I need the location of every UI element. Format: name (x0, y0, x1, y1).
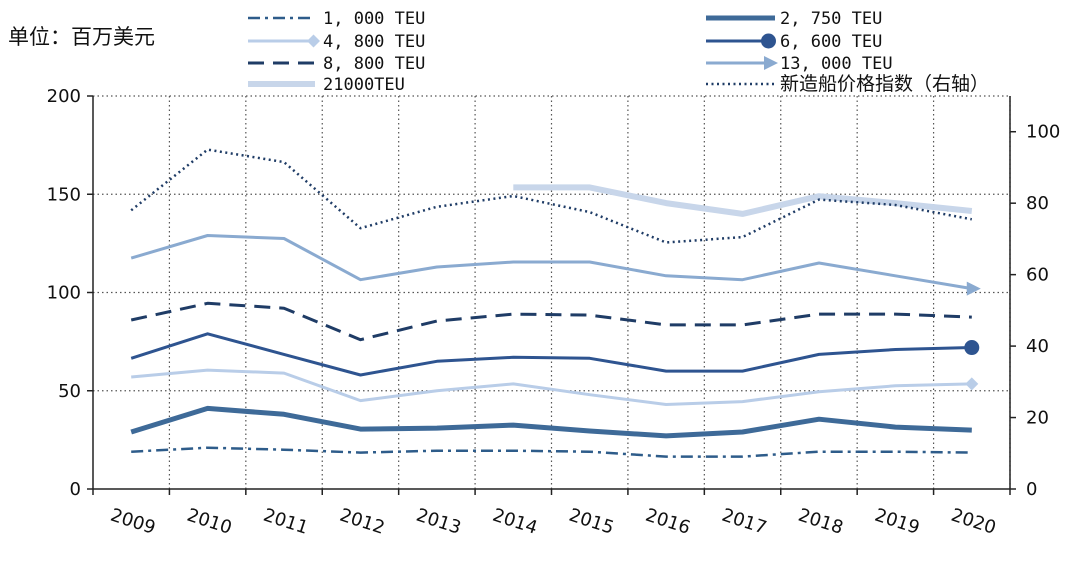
x-tick-label: 2011 (261, 505, 311, 539)
series-marker (964, 340, 980, 356)
legend-label: 21000TEU (323, 75, 405, 95)
series-line (513, 184, 973, 217)
x-tick-label: 2017 (719, 505, 769, 539)
legend-label: 新造船价格指数（右轴） (780, 73, 989, 95)
legend-entry-5: 13, 000 TEU (706, 54, 893, 74)
axes: 0 50 100 150 200 0 20 40 60 80 100 2009 2010 2011 2012… (47, 86, 1061, 539)
y-right-tick-label: 60 (1026, 265, 1049, 286)
series-marker (764, 56, 778, 70)
legend-label: 13, 000 TEU (780, 54, 893, 74)
legend-entry-6: 21000TEU (248, 75, 405, 95)
legend-entry-4: 8, 800 TEU (248, 54, 425, 74)
x-tick-label: 2018 (796, 505, 846, 539)
series-0 (131, 446, 972, 458)
y-right-tick-label: 0 (1026, 479, 1037, 500)
legend-label: 2, 750 TEU (780, 9, 882, 29)
series-2 (131, 368, 979, 406)
x-tick-label: 2020 (948, 505, 998, 539)
legend: 1, 000 TEU 2, 750 TEU 4, 800 TEU 6, 600 TEU… (248, 9, 989, 95)
series-line (130, 332, 972, 377)
x-tick-label: 2019 (872, 505, 922, 539)
legend-entry-7: 新造船价格指数（右轴） (706, 73, 989, 95)
series-5 (130, 234, 981, 296)
y-left-tick-label: 150 (47, 184, 81, 205)
series-3 (130, 332, 980, 377)
y-right-tick-label: 40 (1026, 336, 1049, 357)
series-marker (966, 281, 981, 296)
x-tick-label: 2016 (643, 505, 693, 539)
x-tick-label: 2014 (490, 505, 540, 539)
y-left-tick-label: 50 (58, 381, 81, 402)
legend-label: 6, 600 TEU (780, 32, 882, 52)
legend-entry-3: 6, 600 TEU (706, 32, 882, 52)
legend-entry-0: 1, 000 TEU (248, 9, 425, 29)
series-line (131, 446, 972, 458)
legend-entry-2: 4, 800 TEU (248, 32, 425, 52)
series-marker (761, 33, 776, 49)
legend-label: 1, 000 TEU (323, 9, 425, 29)
y-right-tick-label: 100 (1026, 122, 1060, 143)
legend-label: 4, 800 TEU (323, 32, 425, 52)
x-tick-label: 2013 (414, 505, 464, 539)
series-line (130, 234, 973, 291)
x-tick-label: 2012 (337, 505, 387, 539)
legend-entry-1: 2, 750 TEU (706, 9, 882, 29)
series-4 (130, 301, 972, 342)
series-group (130, 148, 981, 458)
series-line (131, 368, 972, 406)
y-left-tick-label: 0 (70, 479, 81, 500)
series-1 (130, 405, 972, 439)
x-tick-label: 2015 (566, 505, 616, 539)
x-tick-label: 2010 (184, 505, 234, 539)
series-marker (307, 34, 320, 48)
x-tick-label: 2009 (108, 505, 158, 539)
series-line (130, 405, 972, 439)
y-right-tick-label: 20 (1026, 408, 1049, 429)
series-line (130, 301, 972, 342)
series-marker (965, 377, 979, 391)
y-left-tick-label: 200 (47, 86, 81, 107)
unit-label: 单位：百万美元 (8, 25, 155, 49)
y-left-tick-label: 100 (47, 283, 81, 304)
y-right-tick-label: 80 (1026, 193, 1049, 214)
legend-label: 8, 800 TEU (323, 54, 425, 74)
series-6 (513, 184, 973, 217)
